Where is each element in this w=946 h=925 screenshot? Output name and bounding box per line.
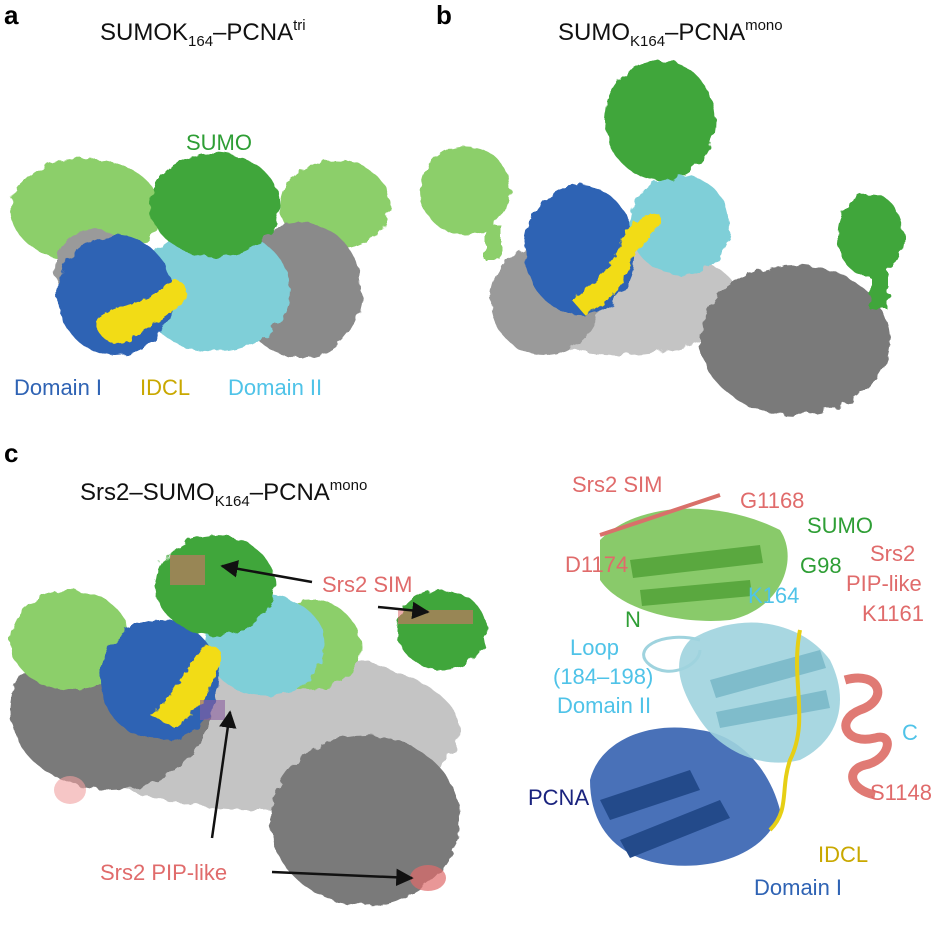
ribbon-domain2-label: Domain II: [557, 693, 651, 718]
ribbon-loop-label: Loop: [570, 635, 619, 660]
ribbon-idcl: [768, 629, 802, 832]
idcl-surface-c: [150, 645, 222, 728]
panel-a-title-dash: –PCNA: [213, 19, 293, 46]
panel-a-letter: a: [4, 0, 19, 30]
panel-b-title: SUMOK164–PCNAmono: [558, 17, 783, 50]
panel-c-structure: [10, 535, 487, 905]
panel-a-title-sup: tri: [293, 17, 306, 34]
panel-a-title-main: SUMOK: [100, 19, 188, 46]
panel-b-title-main: SUMO: [558, 19, 630, 46]
srs2-sim-sticks-right: [398, 610, 473, 624]
panel-b-title-dash: –PCNA: [665, 19, 745, 46]
srs2-faint-left: [54, 776, 86, 804]
sumo-surface-c-right: [397, 590, 487, 670]
sumo-b-right: [837, 193, 903, 277]
panel-a-domain2-label: Domain II: [228, 375, 322, 400]
srs2-pip-sticks-right: [410, 865, 446, 891]
ribbon-domain1-label: Domain I: [754, 875, 842, 900]
sumo-linker-b-left: [485, 225, 501, 260]
ribbon-sumo-label: SUMO: [807, 513, 873, 538]
ribbon-d1174-label: D1174: [565, 552, 628, 577]
panel-c-srs2-sim-label: Srs2 SIM: [322, 572, 412, 597]
sumo-surface: [150, 153, 280, 257]
ribbon-sumo-strands: [630, 545, 763, 606]
panel-c: c Srs2–SUMOK164–PCNAmono: [4, 438, 487, 905]
ribbon-pcna-label: PCNA: [528, 785, 589, 810]
panel-a-sumo-label: SUMO: [186, 130, 252, 155]
panel-b-letter: b: [436, 0, 452, 30]
sumo-linker-b-right: [870, 270, 888, 310]
ribbon-s1148-label: S1148: [870, 780, 932, 805]
panel-b: b SUMOK164–PCNAmono: [420, 0, 903, 415]
pcna-dark-gray-c-right: [270, 735, 460, 905]
idcl-surface-b: [572, 213, 661, 315]
panel-c-ribbon: Srs2 SIM G1168 SUMO D1174 G98 Srs2 PIP-l…: [528, 472, 932, 900]
panel-b-title-sup: mono: [745, 17, 783, 34]
ribbon-loop-range-label: (184–198): [553, 664, 653, 689]
panel-b-structure: [420, 60, 903, 415]
ribbon-structure: [590, 493, 892, 866]
ribbon-loop: [642, 635, 702, 673]
panel-c-srs2-pip-label: Srs2 PIP-like: [100, 860, 227, 885]
idcl-surface: [95, 280, 187, 344]
panel-c-title-pre: Srs2–SUMO: [80, 479, 215, 506]
ribbon-srs2-label: Srs2: [870, 541, 915, 566]
panel-c-title-dash: –PCNA: [250, 479, 330, 506]
arrow-pip-right: [271, 868, 414, 887]
panel-a-structure: [10, 153, 390, 358]
sumo-light-c-left: [10, 590, 130, 690]
panel-a-domain1-label: Domain I: [14, 375, 102, 400]
arrow-pip-left: [210, 710, 237, 839]
sumo-surface-b: [605, 60, 715, 180]
domain2-surface-b: [630, 175, 730, 275]
srs2-pip-sticks-left: [200, 700, 225, 720]
arrow-sim-right: [377, 601, 430, 620]
panel-a: a SUMOK164–PCNAtri SUMO Domain I IDCL Do…: [4, 0, 390, 400]
panel-a-title: SUMOK164–PCNAtri: [100, 17, 306, 50]
ribbon-domain1-strands: [600, 770, 730, 858]
ribbon-srs2-sim: [599, 493, 721, 537]
panel-c-arrows: [210, 560, 430, 887]
panel-a-idcl-label: IDCL: [140, 375, 190, 400]
ribbon-c-term-label: C: [902, 720, 918, 745]
arrow-sim-left: [220, 560, 313, 584]
sumo-light-b-left: [420, 145, 510, 235]
ribbon-g1168-label: G1168: [740, 488, 804, 513]
domain2-surface: [140, 228, 290, 352]
ribbon-idcl-label: IDCL: [818, 842, 868, 867]
ribbon-srs2-sim-label: Srs2 SIM: [572, 472, 662, 497]
ribbon-k164-label: K164: [748, 583, 799, 608]
ribbon-domain1: [590, 727, 780, 866]
panel-b-title-sub: K164: [630, 33, 665, 50]
panel-c-title-sub: K164: [215, 493, 250, 510]
ribbon-pip-like-label: PIP-like: [846, 571, 922, 596]
ribbon-srs2-pip: [841, 673, 892, 800]
ribbon-k1161-label: K1161: [862, 601, 924, 626]
panel-c-title-sup: mono: [330, 477, 368, 494]
ribbon-g98-label: G98: [800, 553, 842, 578]
panel-c-title: Srs2–SUMOK164–PCNAmono: [80, 477, 367, 510]
panel-c-letter: c: [4, 438, 18, 468]
ribbon-n-sumo-label: N: [625, 607, 641, 632]
panel-a-title-sub: 164: [188, 33, 213, 50]
srs2-sim-sticks-left: [170, 555, 205, 585]
pcna-dark-gray-b: [700, 265, 890, 415]
